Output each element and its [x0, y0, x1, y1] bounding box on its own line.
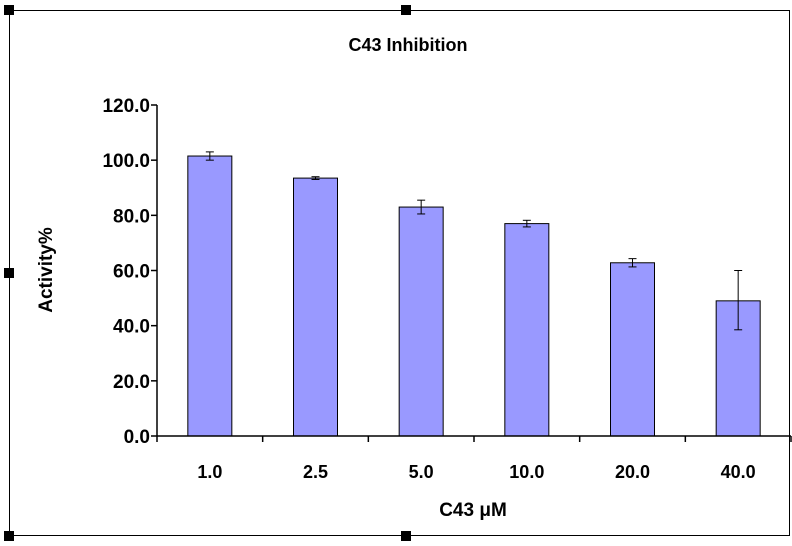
resize-handle-middle-left[interactable]	[4, 268, 14, 278]
y-axis-label: Activity%	[36, 227, 57, 313]
y-tick-label: 100.0	[102, 151, 150, 172]
bar	[398, 206, 444, 437]
bar	[293, 177, 338, 437]
y-tick-label: 40.0	[113, 317, 150, 338]
y-tick-label: 80.0	[113, 206, 150, 227]
chart-title: C43 Inhibition	[349, 35, 468, 55]
x-tick-label: 10.0	[509, 462, 544, 482]
y-tick-label: 120.0	[102, 96, 150, 117]
resize-handle-top-middle[interactable]	[401, 5, 411, 15]
bar	[187, 155, 233, 437]
bar	[504, 223, 550, 437]
x-tick-label: 20.0	[615, 462, 650, 482]
resize-handle-bottom-left[interactable]	[4, 531, 14, 541]
bar	[610, 262, 655, 437]
y-tick-label: 20.0	[113, 372, 150, 393]
y-tick-label: 60.0	[113, 262, 150, 283]
resize-handle-top-left[interactable]	[4, 5, 14, 15]
plot-area: 0.0 20.0 40.0 60.0 80.0 100.0 120.0 1.0 2.5 5.0 10…	[102, 96, 792, 482]
x-tick-label: 40.0	[721, 462, 756, 482]
y-tick-label: 0.0	[124, 427, 150, 448]
resize-handle-bottom-middle[interactable]	[401, 531, 411, 541]
x-tick-label: 5.0	[409, 462, 434, 482]
x-tick-label: 1.0	[197, 462, 222, 482]
x-tick-label: 2.5	[303, 462, 328, 482]
x-axis-label: C43 μM	[439, 500, 507, 521]
